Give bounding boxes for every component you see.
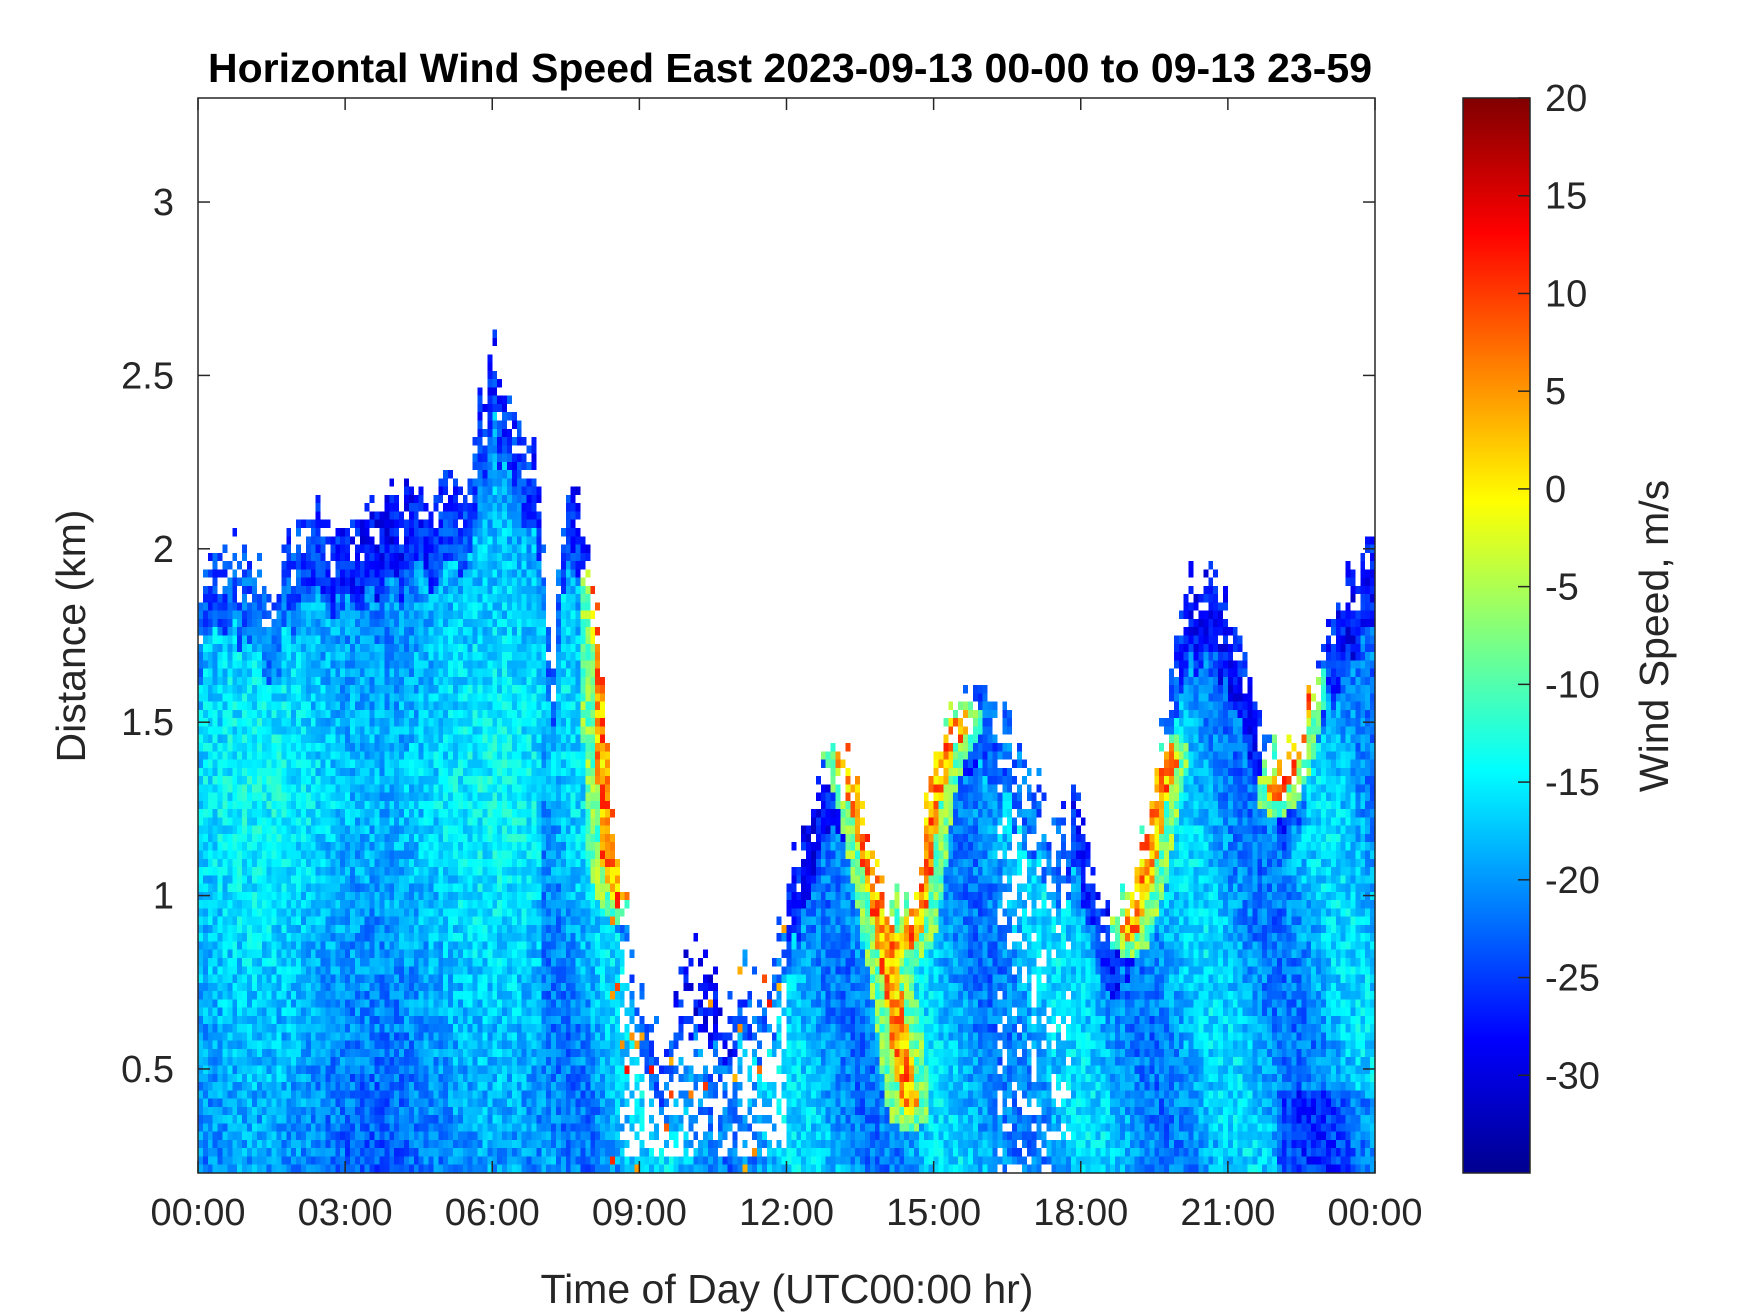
x-tick-label: 06:00 [445, 1192, 540, 1234]
x-tick-label: 00:00 [1327, 1192, 1422, 1234]
colorbar [1462, 97, 1531, 1174]
x-tick-label: 21:00 [1180, 1192, 1275, 1234]
y-tick-label: 3 [153, 182, 174, 224]
y-axis-ticks: 0.5 1 1.5 2 2.5 3 [121, 182, 1375, 1091]
colorbar-tick-label: -20 [1545, 860, 1600, 902]
colorbar-tick-label: 0 [1545, 469, 1566, 511]
y-tick-label: 2.5 [121, 355, 174, 397]
x-tick-label: 18:00 [1033, 1192, 1128, 1234]
colorbar-tick-label: 5 [1545, 371, 1566, 413]
heatmap-field [198, 98, 1375, 1173]
x-tick-label: 00:00 [150, 1192, 245, 1234]
colorbar-tick-label: -15 [1545, 762, 1600, 804]
heatmap-cells [198, 98, 1375, 1173]
colorbar-tick-label: -5 [1545, 567, 1579, 609]
colorbar-tick-label: -30 [1545, 1055, 1600, 1097]
x-tick-label: 03:00 [298, 1192, 393, 1234]
y-tick-label: 0.5 [121, 1049, 174, 1091]
colorbar-tick-label: -10 [1545, 664, 1600, 706]
x-tick-label: 15:00 [886, 1192, 981, 1234]
y-tick-label: 1 [153, 876, 174, 918]
colorbar-tick-label: 10 [1545, 273, 1587, 315]
colorbar-tick-label: 20 [1545, 78, 1587, 120]
colorbar-tick-label: 15 [1545, 176, 1587, 218]
x-axis-label: Time of Day (UTC00:00 hr) [541, 1266, 1034, 1312]
colorbar-label: Wind Speed, m/s [1631, 480, 1677, 792]
y-axis-label: Distance (km) [48, 510, 94, 763]
x-axis-ticks: 00:00 03:00 06:00 09:00 12:00 15:00 18:00 21:00… [150, 98, 1423, 1234]
x-tick-label: 09:00 [592, 1192, 687, 1234]
x-tick-label: 12:00 [739, 1192, 834, 1234]
y-tick-label: 2 [153, 529, 174, 571]
chart-title: Horizontal Wind Speed East 2023-09-13 00… [208, 45, 1372, 91]
colorbar-tick-label: -25 [1545, 958, 1600, 1000]
colorbar-ticks: 20 15 10 5 0 -5 -10 -15 -20 -25 -30 [1518, 78, 1600, 1097]
y-tick-label: 1.5 [121, 702, 174, 744]
